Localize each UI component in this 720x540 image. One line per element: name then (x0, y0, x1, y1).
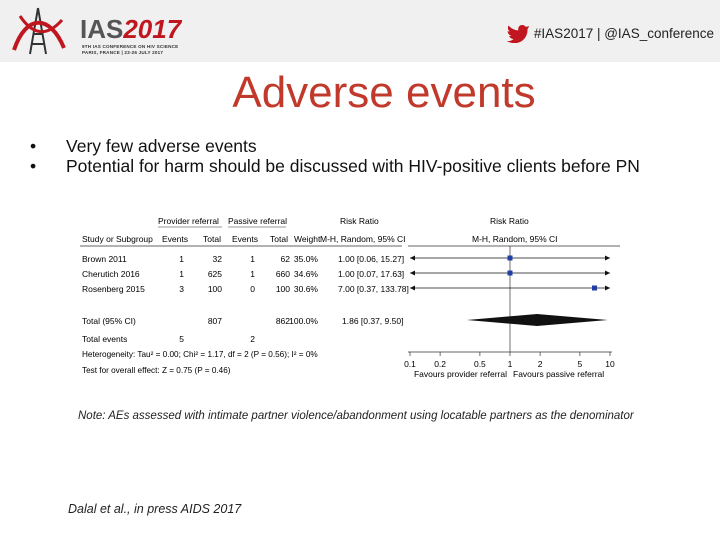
study-column-header: Study or Subgroup (82, 234, 153, 244)
slide-header: IAS2017 9TH IAS CONFERENCE ON HIV SCIENC… (0, 0, 720, 62)
slide-title-text: Adverse events (232, 68, 535, 118)
total-value: 625 (208, 269, 222, 279)
hashtag-text: #IAS2017 | @IAS_conference (534, 26, 714, 41)
weight-value: 30.6% (294, 284, 319, 294)
point-estimate (508, 271, 513, 276)
heterogeneity-text: Heterogeneity: Tau² = 0.00; Chi² = 1.17,… (82, 350, 318, 359)
total-column-header: Total (270, 234, 288, 244)
axis-tick-label: 10 (605, 359, 615, 369)
provider-referral-header: Provider referral (158, 216, 219, 226)
events-value: 5 (179, 334, 184, 344)
events-value: 1 (250, 254, 255, 264)
ci-arrow-left (410, 271, 415, 276)
events-column-header: Events (162, 234, 188, 244)
total-value: 100 (208, 284, 222, 294)
eiffel-tower-ribbon-icon (6, 4, 76, 58)
rr-method-column-header: M-H, Random, 95% CI (320, 234, 406, 244)
total-value: 32 (213, 254, 223, 264)
footnote: Note: AEs assessed with intimate partner… (78, 408, 658, 424)
total-value: 100 (276, 284, 290, 294)
total-events-label: Total events (82, 334, 127, 344)
total-events-row: Total events 5 2 (82, 334, 255, 344)
table-row: Rosenberg 2015 3 100 0 100 30.6% 7.00 [0… (82, 284, 409, 294)
pooled-diamond (467, 314, 608, 326)
ci-value: 7.00 [0.37, 133.78] (338, 284, 409, 294)
events-value: 1 (179, 254, 184, 264)
total-value: 807 (208, 316, 222, 326)
logo-name: IAS (80, 14, 123, 44)
axis-tick-label: 0.1 (404, 359, 416, 369)
logo-wordmark: IAS2017 (80, 14, 181, 45)
events-value: 2 (250, 334, 255, 344)
ci-arrow-right (605, 256, 610, 261)
conference-logo: IAS2017 9TH IAS CONFERENCE ON HIV SCIENC… (6, 4, 176, 58)
total-value: 62 (281, 254, 291, 264)
table-row: Cherutich 2016 1 625 1 660 34.6% 1.00 [0… (82, 269, 404, 279)
ci-value: 1.86 [0.37, 9.50] (342, 316, 403, 326)
ci-arrow-left (410, 256, 415, 261)
plot-method-header: M-H, Random, 95% CI (472, 234, 558, 244)
bullet-text: Very few adverse events (66, 136, 257, 156)
weight-column-header: Weight (294, 234, 321, 244)
weight-value: 100.0% (289, 316, 318, 326)
ci-arrow-right (605, 271, 610, 276)
total-value: 862 (276, 316, 290, 326)
weight-value: 35.0% (294, 254, 319, 264)
table-row: Brown 2011 1 32 1 62 35.0% 1.00 [0.06, 1… (82, 254, 404, 264)
point-estimate (592, 286, 597, 291)
ci-arrow-left (410, 286, 415, 291)
bullet-item: • Potential for harm should be discussed … (30, 156, 700, 176)
risk-ratio-header-left: Risk Ratio (340, 216, 379, 226)
slide-title: Adverse events (0, 68, 720, 118)
point-estimate (508, 256, 513, 261)
ci-value: 1.00 [0.07, 17.63] (338, 269, 404, 279)
axis-tick-label: 2 (538, 359, 543, 369)
weight-value: 34.6% (294, 269, 319, 279)
citation: Dalal et al., in press AIDS 2017 (68, 502, 241, 516)
axis-tick-label: 0.5 (474, 359, 486, 369)
events-column-header: Events (232, 234, 258, 244)
logo-year: 2017 (123, 14, 181, 44)
twitter-bird-icon (506, 23, 530, 43)
logo-location: PARIS, FRANCE | 23-26 JULY 2017 (82, 50, 163, 55)
favours-passive-label: Favours passive referral (513, 369, 604, 379)
bullet-marker: • (30, 136, 36, 156)
study-name: Rosenberg 2015 (82, 284, 145, 294)
bullet-text: Potential for harm should be discussed w… (66, 156, 640, 176)
events-value: 0 (250, 284, 255, 294)
social-handle: #IAS2017 | @IAS_conference (506, 23, 714, 43)
total-row: Total (95% CI) 807 862 100.0% 1.86 [0.37… (82, 316, 403, 326)
passive-referral-header: Passive referral (228, 216, 287, 226)
events-value: 1 (250, 269, 255, 279)
total-label: Total (95% CI) (82, 316, 136, 326)
forest-plot: Provider referral Passive referral Risk … (80, 214, 625, 384)
total-column-header: Total (203, 234, 221, 244)
axis-tick-label: 1 (508, 359, 513, 369)
axis-tick-label: 0.2 (434, 359, 446, 369)
ci-arrow-right (605, 286, 610, 291)
axis-tick-label: 5 (578, 359, 583, 369)
events-value: 1 (179, 269, 184, 279)
study-name: Brown 2011 (82, 254, 127, 264)
favours-provider-label: Favours provider referral (414, 369, 507, 379)
bullet-item: • Very few adverse events (30, 136, 700, 156)
overall-effect-text: Test for overall effect: Z = 0.75 (P = 0… (82, 366, 231, 375)
bullet-list: • Very few adverse events • Potential for … (30, 136, 700, 176)
ci-value: 1.00 [0.06, 15.27] (338, 254, 404, 264)
events-value: 3 (179, 284, 184, 294)
total-value: 660 (276, 269, 290, 279)
study-name: Cherutich 2016 (82, 269, 140, 279)
bullet-marker: • (30, 156, 36, 176)
risk-ratio-header-right: Risk Ratio (490, 216, 529, 226)
logo-subtitle: 9TH IAS CONFERENCE ON HIV SCIENCE (82, 44, 178, 49)
